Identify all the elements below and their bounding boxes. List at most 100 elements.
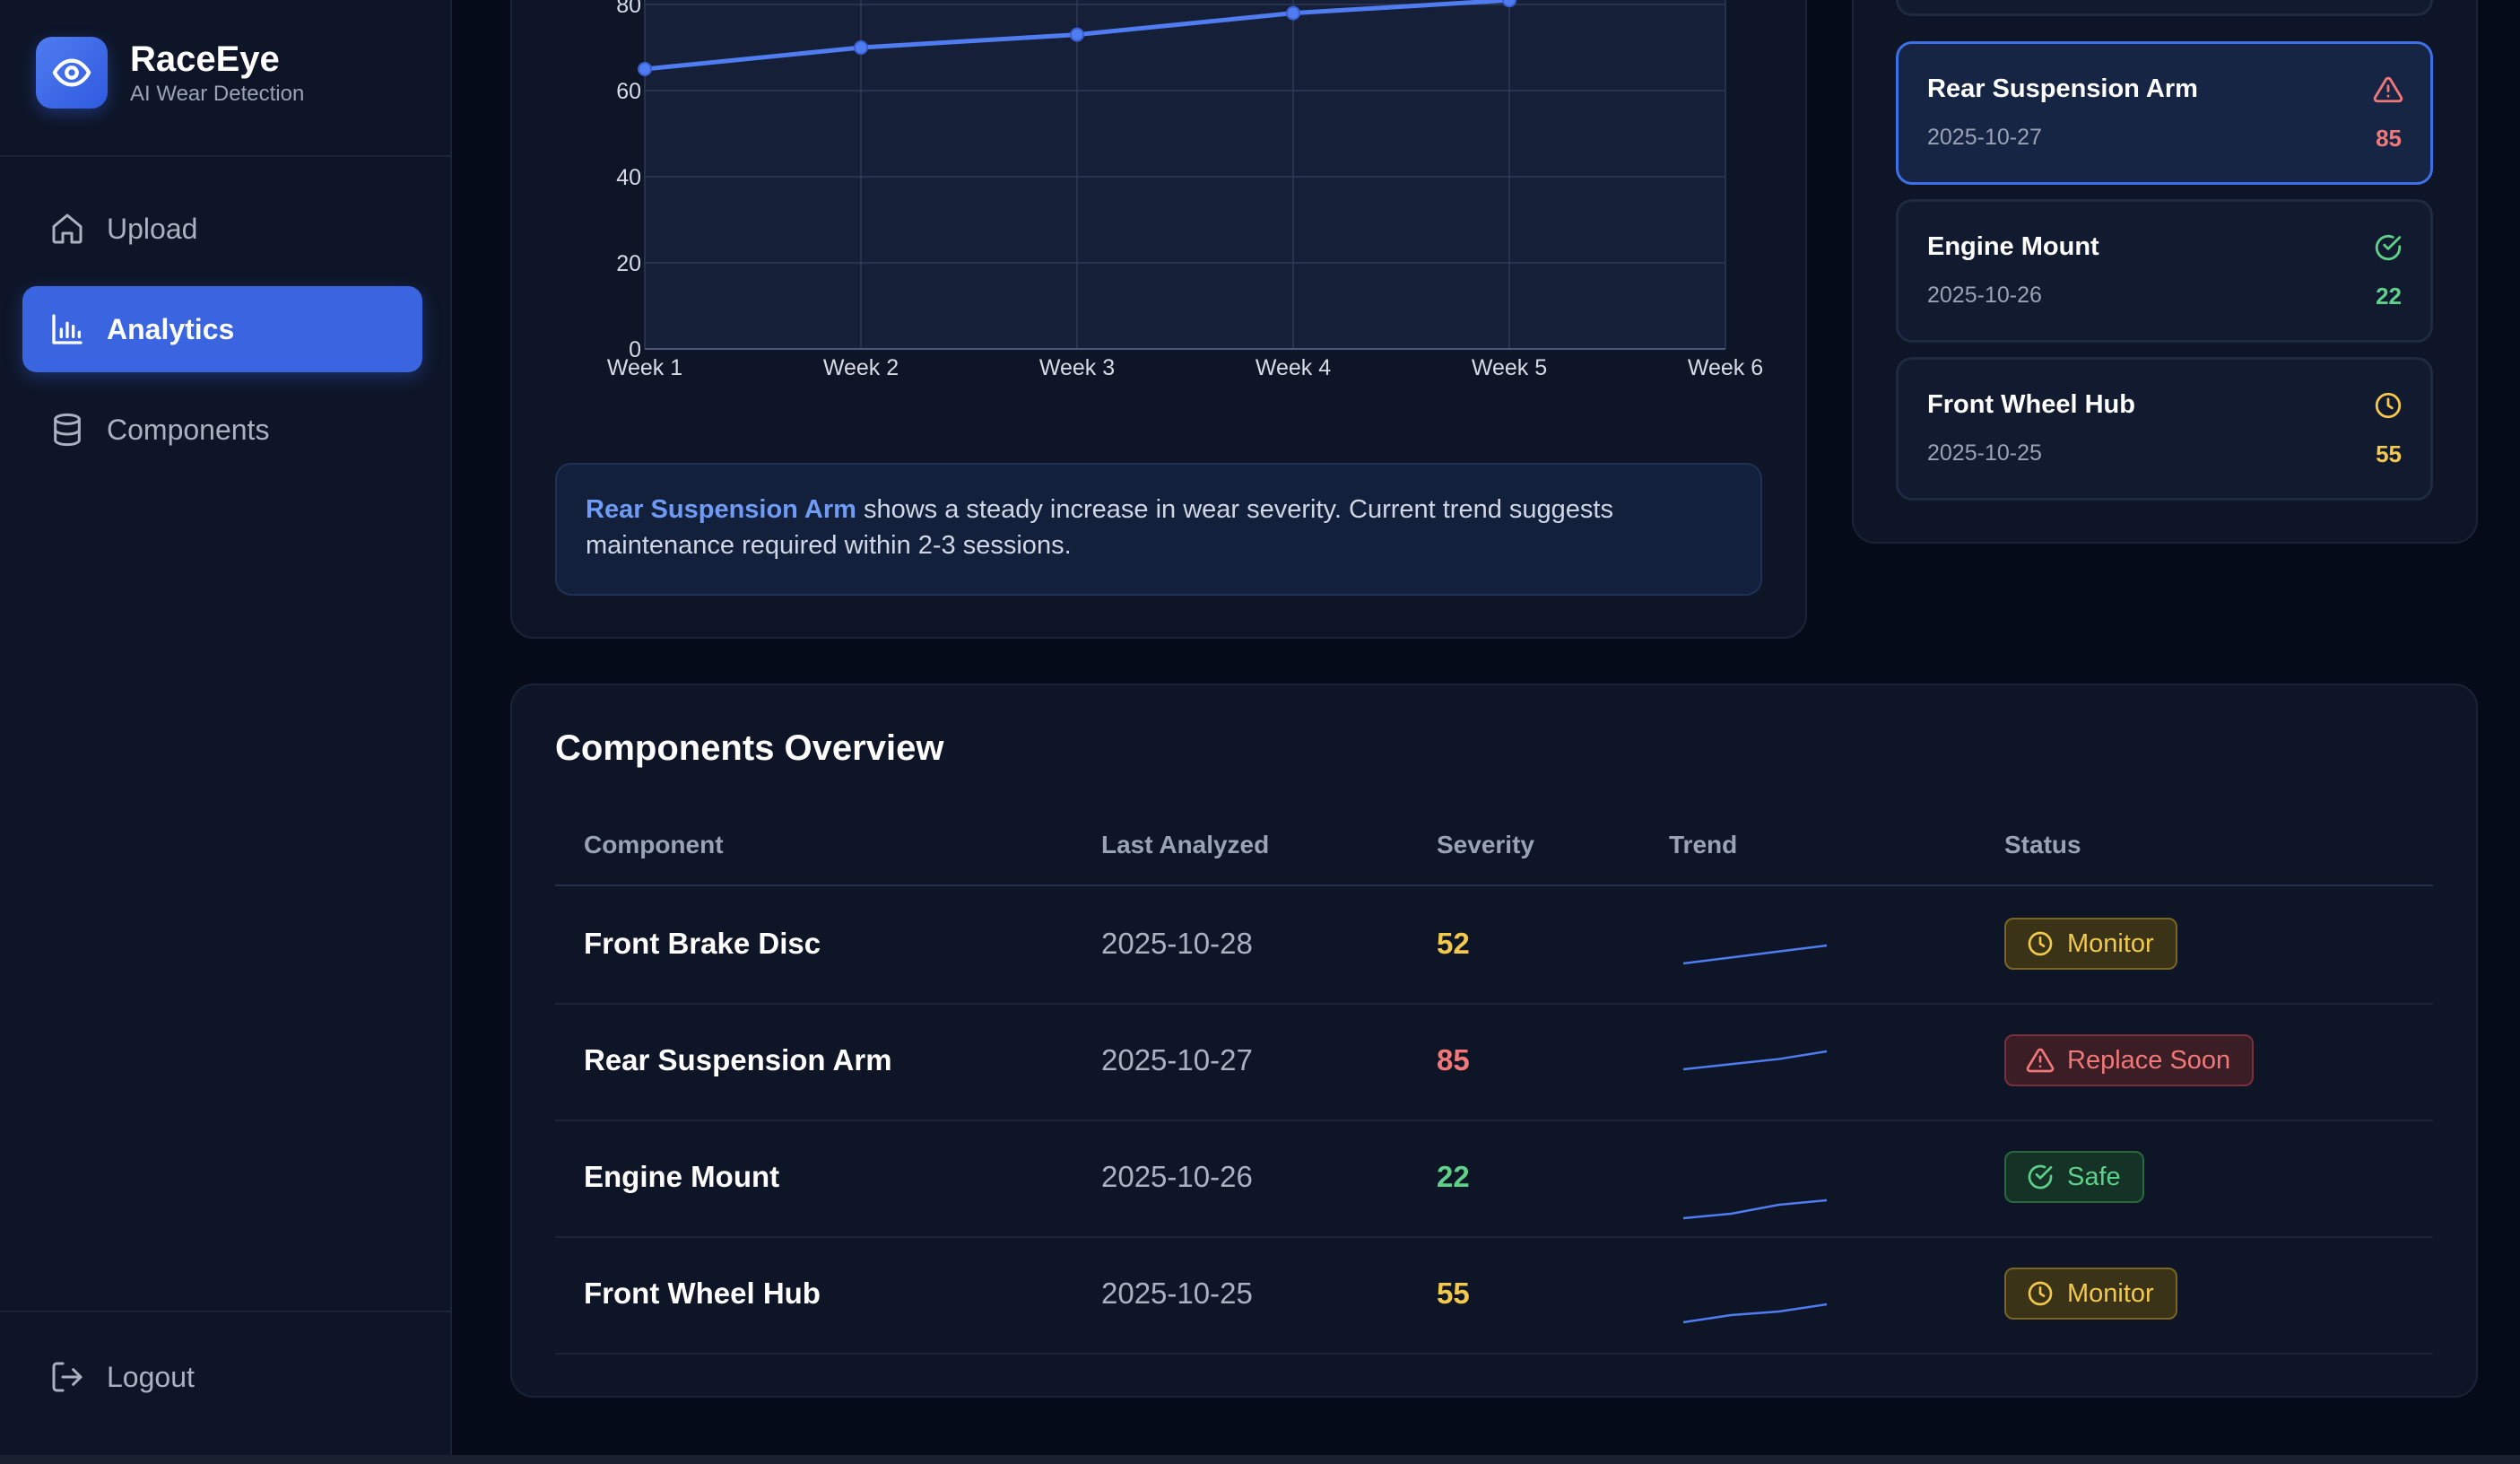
data-point bbox=[1286, 5, 1300, 21]
clock-icon bbox=[2026, 929, 2055, 958]
brand[interactable]: RaceEye AI Wear Detection bbox=[36, 36, 304, 109]
table-cell-component[interactable]: Rear Suspension Arm bbox=[584, 1043, 892, 1076]
table-cell-date: 2025-10-28 bbox=[1101, 927, 1253, 960]
trend-sparkline bbox=[1682, 1303, 1828, 1324]
y-tick-label: 60 bbox=[616, 79, 641, 104]
recent-item-score: 55 bbox=[2376, 440, 2402, 467]
divider bbox=[0, 155, 450, 157]
column-header-trend[interactable]: Trend bbox=[1669, 831, 1738, 858]
sidebar-item-label: Upload bbox=[107, 212, 198, 245]
recent-item[interactable]: Engine Mount 2025-10-26 22 bbox=[1896, 199, 2433, 343]
wear-trend-chart: 0 20 40 60 80 Week 1 Week 2 Week 3 Week 4 Week 5 W… bbox=[607, 0, 1763, 380]
recent-item-date: 2025-10-27 bbox=[1927, 125, 2042, 150]
insight-component-link[interactable]: Rear Suspension Arm bbox=[586, 495, 856, 524]
recent-item-partial[interactable] bbox=[1896, 0, 2433, 16]
y-tick-label: 0 bbox=[629, 337, 641, 362]
status-label: Monitor bbox=[2067, 1278, 2154, 1308]
brand-subtitle: AI Wear Detection bbox=[130, 82, 305, 106]
row-divider bbox=[555, 1236, 2433, 1238]
trend-sparkline bbox=[1682, 944, 1828, 965]
sidebar-item-label: Components bbox=[107, 413, 270, 446]
recent-item-score: 22 bbox=[2376, 283, 2402, 309]
recent-item-date: 2025-10-25 bbox=[1927, 440, 2042, 466]
table-cell-severity: 52 bbox=[1437, 927, 1470, 960]
logout-button[interactable]: Logout bbox=[49, 1359, 195, 1395]
table-cell-date: 2025-10-26 bbox=[1101, 1160, 1253, 1193]
window-bottom-edge bbox=[0, 1455, 2520, 1464]
table-cell-date: 2025-10-25 bbox=[1101, 1277, 1253, 1310]
recent-item-name: Front Wheel Hub bbox=[1927, 390, 2135, 419]
sidebar-item-label: Analytics bbox=[107, 312, 235, 345]
row-divider bbox=[555, 1003, 2433, 1005]
x-tick-label: Week 4 bbox=[1256, 355, 1331, 380]
trend-sparkline bbox=[1682, 1050, 1828, 1071]
table-cell-severity: 55 bbox=[1437, 1277, 1470, 1310]
column-header-severity[interactable]: Severity bbox=[1437, 831, 1534, 858]
recent-item-name: Rear Suspension Arm bbox=[1927, 74, 2198, 103]
divider bbox=[0, 1311, 450, 1312]
home-icon bbox=[49, 211, 85, 247]
row-divider bbox=[555, 1120, 2433, 1121]
status-label: Monitor bbox=[2067, 928, 2154, 958]
insight-text: shows a steady increase in wear severity… bbox=[586, 495, 1613, 560]
alert-triangle-icon bbox=[2373, 74, 2403, 105]
status-label: Safe bbox=[2067, 1162, 2121, 1191]
data-point bbox=[638, 62, 652, 76]
sidebar-item-upload[interactable]: Upload bbox=[22, 186, 422, 272]
bar-chart-icon bbox=[49, 311, 85, 347]
recent-item-score: 85 bbox=[2376, 125, 2402, 152]
check-circle-icon bbox=[2373, 232, 2403, 263]
recent-item[interactable]: Rear Suspension Arm 2025-10-27 85 bbox=[1896, 41, 2433, 185]
sparkline-path bbox=[1682, 1050, 1828, 1071]
x-tick-label: Week 3 bbox=[1039, 355, 1115, 380]
y-tick-label: 80 bbox=[616, 0, 641, 18]
status-label: Replace Soon bbox=[2067, 1045, 2231, 1075]
table-cell-date: 2025-10-27 bbox=[1101, 1043, 1253, 1076]
table-cell-severity: 22 bbox=[1437, 1160, 1470, 1193]
section-title: Components Overview bbox=[555, 728, 944, 768]
column-header-last-analyzed[interactable]: Last Analyzed bbox=[1101, 831, 1270, 858]
sparkline-path bbox=[1682, 1303, 1828, 1324]
x-tick-label: Week 5 bbox=[1472, 355, 1547, 380]
table-cell-severity: 85 bbox=[1437, 1043, 1470, 1076]
row-divider bbox=[555, 1353, 2433, 1355]
status-badge: Replace Soon bbox=[2004, 1034, 2255, 1086]
y-tick-label: 40 bbox=[616, 165, 641, 190]
eye-icon bbox=[36, 37, 108, 109]
status-badge: Monitor bbox=[2004, 1268, 2177, 1320]
x-tick-label: Week 1 bbox=[607, 355, 682, 380]
alert-triangle-icon bbox=[2026, 1046, 2055, 1075]
database-icon bbox=[49, 412, 85, 448]
sidebar: RaceEye AI Wear Detection Upload Analyti… bbox=[0, 0, 452, 1455]
data-point bbox=[854, 40, 868, 55]
sparkline-path bbox=[1682, 944, 1828, 965]
status-badge: Monitor bbox=[2004, 918, 2177, 970]
data-point bbox=[1070, 27, 1084, 42]
x-tick-label: Week 2 bbox=[823, 355, 899, 380]
recent-item[interactable]: Front Wheel Hub 2025-10-25 55 bbox=[1896, 357, 2433, 501]
column-header-status[interactable]: Status bbox=[2004, 831, 2081, 858]
sidebar-nav: Upload Analytics Components bbox=[22, 186, 422, 487]
logout-label: Logout bbox=[107, 1360, 195, 1393]
recent-item-date: 2025-10-26 bbox=[1927, 283, 2042, 308]
status-badge: Safe bbox=[2004, 1151, 2144, 1203]
table-cell-component[interactable]: Front Wheel Hub bbox=[584, 1277, 821, 1310]
trend-insight: Rear Suspension Arm shows a steady incre… bbox=[555, 463, 1762, 596]
logout-icon bbox=[49, 1359, 85, 1395]
brand-name: RaceEye bbox=[130, 39, 280, 79]
sidebar-item-components[interactable]: Components bbox=[22, 387, 422, 473]
plot-area bbox=[645, 0, 1725, 349]
data-point bbox=[1502, 0, 1516, 8]
clock-icon bbox=[2373, 390, 2403, 421]
column-header-component[interactable]: Component bbox=[584, 831, 724, 858]
table-cell-component[interactable]: Engine Mount bbox=[584, 1160, 780, 1193]
check-circle-icon bbox=[2026, 1163, 2055, 1191]
sparkline-path bbox=[1682, 1198, 1828, 1220]
clock-icon bbox=[2026, 1279, 2055, 1308]
table-header-divider bbox=[555, 884, 2433, 886]
x-tick-label: Week 6 bbox=[1688, 355, 1763, 380]
y-tick-label: 20 bbox=[616, 251, 641, 276]
sidebar-item-analytics[interactable]: Analytics bbox=[22, 286, 422, 372]
table-cell-component[interactable]: Front Brake Disc bbox=[584, 927, 821, 960]
recent-item-name: Engine Mount bbox=[1927, 232, 2099, 261]
